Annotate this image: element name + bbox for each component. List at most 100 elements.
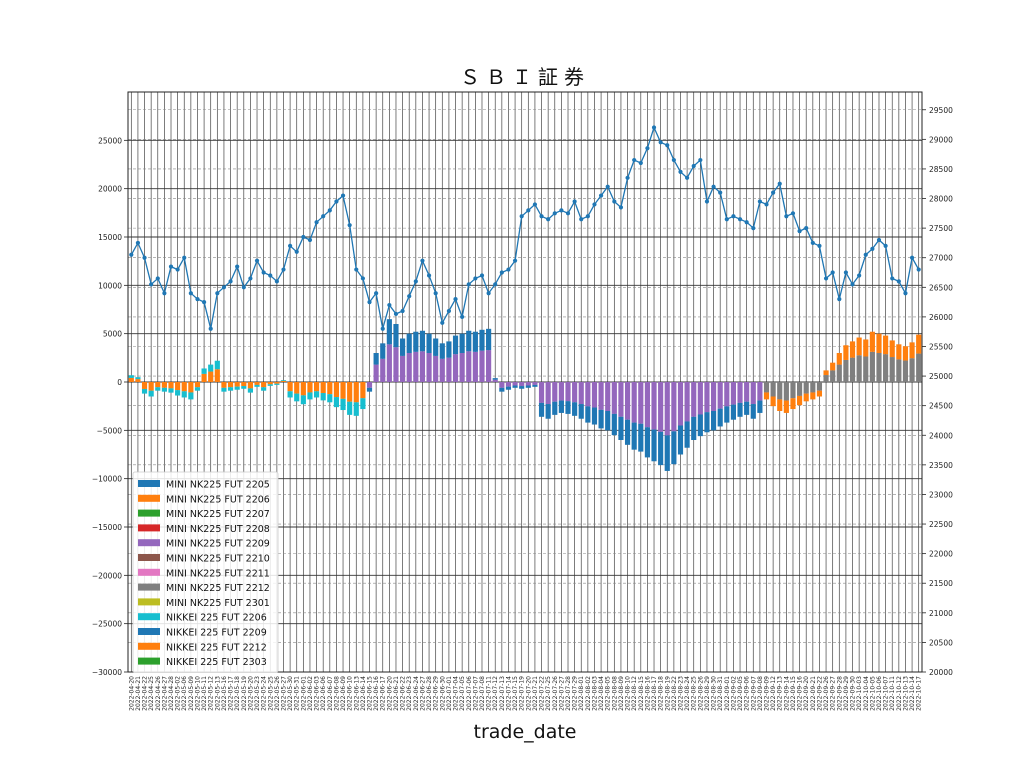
x-tick-label: 2022-06-16 bbox=[373, 676, 380, 711]
x-tick-label: 2022-10-03 bbox=[856, 676, 863, 711]
bar bbox=[565, 382, 571, 402]
x-tick-label: 2022-09-28 bbox=[836, 676, 843, 711]
x-tick-label: 2022-06-07 bbox=[327, 676, 334, 711]
price-point bbox=[321, 214, 326, 219]
x-tick-label: 2022-08-29 bbox=[704, 676, 711, 711]
bar bbox=[724, 406, 730, 423]
right-tick-label: 27000 bbox=[929, 254, 953, 263]
price-point bbox=[744, 220, 749, 225]
bar bbox=[168, 382, 174, 389]
bar bbox=[353, 382, 359, 403]
price-point bbox=[294, 249, 299, 254]
bar bbox=[558, 382, 564, 401]
bar bbox=[525, 382, 531, 386]
bar bbox=[181, 382, 187, 392]
price-point bbox=[876, 237, 882, 243]
bar bbox=[704, 412, 710, 433]
price-point bbox=[685, 175, 690, 180]
x-tick-label: 2022-09-12 bbox=[770, 676, 777, 711]
bar bbox=[433, 355, 439, 382]
legend: MINI NK225 FUT 2205 MINI NK225 FUT 2206 MI… bbox=[132, 471, 279, 673]
bar bbox=[664, 435, 670, 471]
price-point bbox=[810, 240, 815, 246]
bar bbox=[168, 388, 174, 393]
bar bbox=[836, 353, 842, 365]
bar bbox=[677, 425, 684, 455]
price-point bbox=[374, 291, 379, 296]
bar bbox=[624, 419, 631, 445]
price-point bbox=[367, 300, 372, 305]
bar bbox=[697, 382, 703, 415]
bar bbox=[261, 387, 267, 391]
bar bbox=[512, 385, 518, 388]
price-point bbox=[129, 252, 134, 257]
price-point bbox=[201, 300, 207, 305]
x-tick-label: 2022-05-16 bbox=[221, 676, 228, 711]
bar bbox=[777, 399, 783, 411]
price-point bbox=[486, 291, 491, 296]
bar bbox=[161, 382, 167, 388]
price-point bbox=[863, 252, 868, 257]
bar bbox=[532, 384, 538, 387]
bar bbox=[578, 382, 584, 405]
price-point bbox=[195, 297, 200, 302]
x-tick-label: 2022-06-06 bbox=[320, 676, 327, 711]
x-tick-label: 2022-05-23 bbox=[254, 676, 261, 711]
legend-label: MINI NK225 FUT 2205 bbox=[166, 480, 270, 491]
x-tick-label: 2022-05-06 bbox=[181, 676, 188, 711]
x-tick-label: 2022-09-01 bbox=[724, 676, 731, 711]
price-point bbox=[453, 297, 458, 302]
price-point bbox=[797, 228, 802, 234]
bar bbox=[366, 387, 373, 392]
bar bbox=[591, 407, 598, 425]
bar bbox=[426, 333, 432, 353]
legend-swatch bbox=[138, 539, 160, 547]
bar bbox=[565, 401, 571, 414]
x-tick-label: 2022-07-28 bbox=[565, 676, 572, 711]
x-tick-label: 2022-08-15 bbox=[638, 676, 645, 711]
price-point bbox=[737, 217, 743, 222]
price-point bbox=[506, 267, 511, 272]
price-point bbox=[473, 276, 478, 281]
legend-swatch bbox=[138, 628, 160, 635]
legend-label: MINI NK225 FUT 2208 bbox=[166, 524, 270, 535]
bar bbox=[439, 358, 445, 382]
bar bbox=[446, 341, 452, 358]
bar bbox=[532, 382, 538, 385]
x-axis-label: trade_date bbox=[474, 721, 577, 743]
bar bbox=[366, 382, 373, 388]
bar bbox=[558, 400, 564, 413]
left-tick-label: −15000 bbox=[92, 523, 122, 532]
x-tick-label: 2022-10-11 bbox=[889, 676, 896, 711]
x-tick-label: 2022-09-06 bbox=[744, 676, 751, 711]
bar bbox=[644, 427, 650, 458]
x-tick-label: 2022-10-14 bbox=[909, 676, 916, 711]
bar bbox=[896, 344, 902, 360]
x-tick-label: 2022-09-21 bbox=[810, 676, 817, 711]
bar bbox=[691, 382, 697, 417]
x-tick-label: 2022-07-13 bbox=[499, 676, 506, 711]
bar bbox=[611, 382, 617, 414]
price-point bbox=[149, 282, 154, 287]
bar bbox=[347, 401, 353, 415]
legend-box bbox=[132, 471, 279, 673]
right-tick-label: 26000 bbox=[929, 313, 953, 322]
bar bbox=[638, 423, 644, 452]
legend-swatch bbox=[138, 554, 160, 561]
price-point bbox=[724, 217, 729, 222]
x-tick-label: 2022-05-31 bbox=[294, 676, 301, 711]
bar bbox=[538, 402, 545, 417]
price-point bbox=[612, 199, 617, 204]
bar bbox=[267, 382, 273, 385]
price-point bbox=[539, 214, 544, 219]
price-point bbox=[909, 255, 915, 260]
bar bbox=[208, 364, 214, 372]
price-point bbox=[843, 270, 849, 275]
bar bbox=[280, 380, 287, 381]
x-tick-label: 2022-06-10 bbox=[347, 676, 354, 711]
bar bbox=[294, 393, 300, 402]
bar bbox=[744, 382, 750, 402]
bar bbox=[611, 413, 617, 436]
bar bbox=[803, 382, 809, 394]
x-tick-label: 2022-08-26 bbox=[697, 676, 704, 711]
